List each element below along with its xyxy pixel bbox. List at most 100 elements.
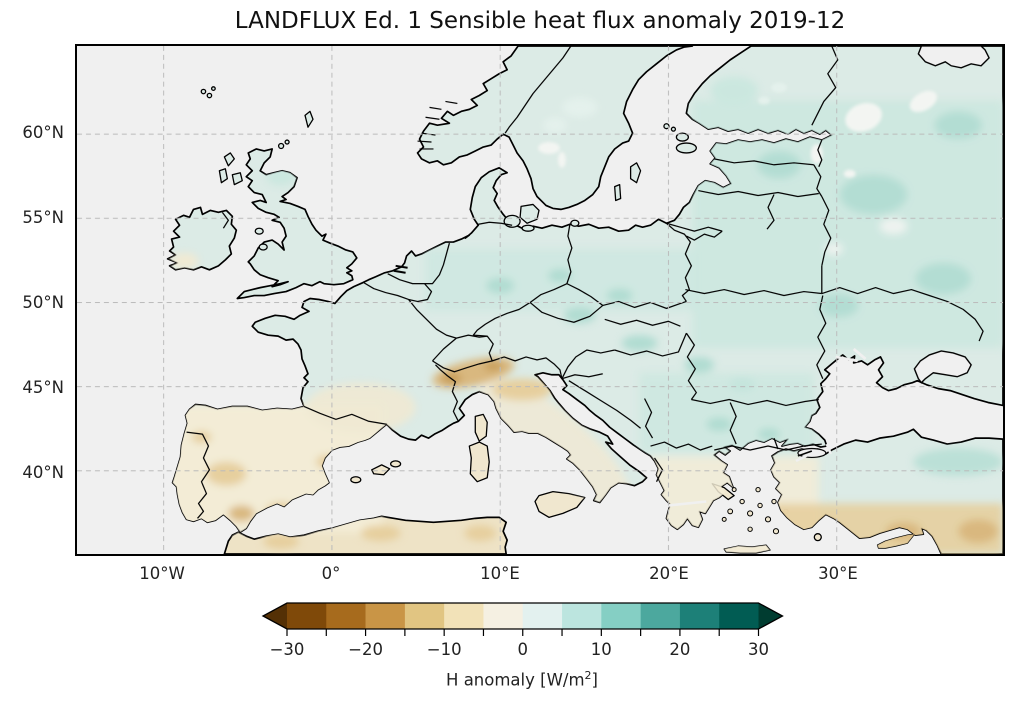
dardanelles-strait — [795, 452, 811, 463]
colorbar-segment — [522, 603, 563, 629]
dnieper-estuary — [835, 347, 867, 363]
colorbar: −30 −20 −10 0 10 20 30 H anomaly [W/m2] — [250, 601, 795, 711]
lake-peipus — [810, 144, 823, 164]
patch-bulgaria-teal — [758, 428, 780, 441]
x-tick-10e: 10°E — [480, 564, 520, 583]
colorbar-minor-ticks — [286, 629, 760, 636]
patch-ukraine-teal — [818, 293, 859, 318]
fyn-island — [503, 214, 521, 228]
faroe-islands — [210, 86, 216, 92]
figure-title: LANDFLUX Ed. 1 Sensible heat flux anomal… — [234, 8, 846, 34]
colorbar-segment — [287, 603, 327, 629]
patch-russia-teal2 — [915, 262, 972, 295]
colorbar-segment — [562, 603, 602, 629]
aegean-island — [772, 528, 780, 535]
mallorca — [371, 464, 391, 476]
border-germany-denmark — [478, 221, 513, 226]
border-moldova-ukraine-romania — [816, 295, 827, 379]
border-austria-hungary-slovenia — [561, 349, 615, 380]
patch-tunisia-tan — [464, 525, 497, 542]
border-ukraine-russia — [821, 287, 984, 342]
aegean-island — [727, 508, 734, 515]
aegean-island — [755, 486, 761, 493]
colorbar-tick-label: 10 — [590, 640, 612, 659]
aegean-island — [731, 487, 737, 493]
patch-carpathian-teal — [621, 335, 658, 351]
aland-islands — [670, 126, 677, 132]
aegean-island — [739, 498, 745, 505]
patch-russia-white — [879, 218, 908, 235]
colorbar-segment — [483, 603, 524, 629]
patch-finland-teal — [710, 76, 759, 105]
sardinia — [468, 441, 490, 483]
patch-sw-france-cream — [306, 382, 416, 433]
patch-germany-teal — [486, 277, 515, 294]
colorbar-canvas — [261, 602, 784, 636]
hiiumaa — [675, 132, 690, 142]
europe-map-canvas — [77, 46, 1003, 554]
patch-algeria-tan — [360, 525, 401, 542]
aegean-island — [721, 516, 727, 522]
patch-russia-teal — [839, 174, 908, 215]
colorbar-left-arrow — [263, 603, 287, 629]
border-kaliningrad-lithuania — [666, 222, 723, 241]
aegean-island — [757, 502, 763, 509]
y-tick-60n: 60°N — [22, 123, 64, 142]
patch-morocco-tan — [263, 533, 300, 550]
colorbar-segment — [719, 603, 759, 629]
lake-vattern — [557, 151, 566, 168]
colorbar-tick-label: −10 — [426, 640, 462, 659]
border-italy-austria-slovenia — [492, 356, 563, 379]
border-france-benelux-germany — [363, 242, 457, 339]
lake-onega — [909, 90, 938, 113]
white-sea-onega-bay — [917, 46, 990, 69]
sea-of-azov — [913, 350, 972, 384]
lake-ladoga — [845, 102, 883, 132]
border-serbia-bulgaria — [729, 402, 737, 445]
patch-russia-white2 — [824, 243, 843, 255]
lakes — [538, 82, 938, 178]
inland-seas — [668, 46, 990, 507]
colorbar-segment — [601, 603, 641, 629]
colorbar-segment — [404, 603, 445, 629]
colorbar-axis-label: H anomaly [W/m2] — [446, 669, 598, 690]
aegean-island — [771, 498, 777, 505]
y-tick-55n: 55°N — [22, 208, 64, 227]
border-spain-france — [303, 405, 387, 425]
gallipoli-peninsula — [797, 450, 813, 457]
patch-iberia-tan — [206, 461, 247, 486]
map-plot-area — [75, 44, 1005, 556]
lake-saimaa — [771, 82, 787, 93]
x-tick-10w: 10°W — [139, 564, 185, 583]
dutch-delta — [393, 264, 408, 274]
border-romania-west — [685, 332, 697, 400]
aegean-island — [747, 510, 754, 517]
hebrides-uist — [218, 168, 228, 184]
lake-ilmen — [843, 169, 856, 178]
oland — [614, 183, 622, 202]
faroe-islands — [206, 92, 213, 99]
colorbar-tick-label: 20 — [669, 640, 691, 659]
country-borders — [186, 46, 984, 519]
y-tick-40n: 40°N — [22, 463, 64, 482]
colorbar-right-arrow — [758, 603, 783, 629]
corsica — [474, 413, 488, 442]
hebrides-lewis — [223, 152, 235, 167]
patch-poland-teal2 — [606, 288, 633, 303]
shetland-islands — [304, 110, 314, 128]
patch-sweden-pale2 — [542, 117, 567, 134]
ibiza — [350, 476, 362, 484]
border-poland-east — [666, 222, 692, 302]
orkney-islands — [277, 142, 285, 150]
colorbar-tick-label: −20 — [348, 640, 384, 659]
patch-alps-brown2 — [484, 360, 503, 371]
patch-sweden-pale — [561, 97, 598, 118]
border-czechia — [529, 283, 604, 323]
border-lithuania-belarus — [766, 194, 775, 230]
bosphorus-strait — [825, 443, 832, 455]
saaremaa — [675, 142, 697, 154]
border-germany-poland — [566, 224, 573, 284]
patch-ne-turkey-teal — [913, 448, 1003, 476]
graticule-meridians — [163, 46, 838, 554]
